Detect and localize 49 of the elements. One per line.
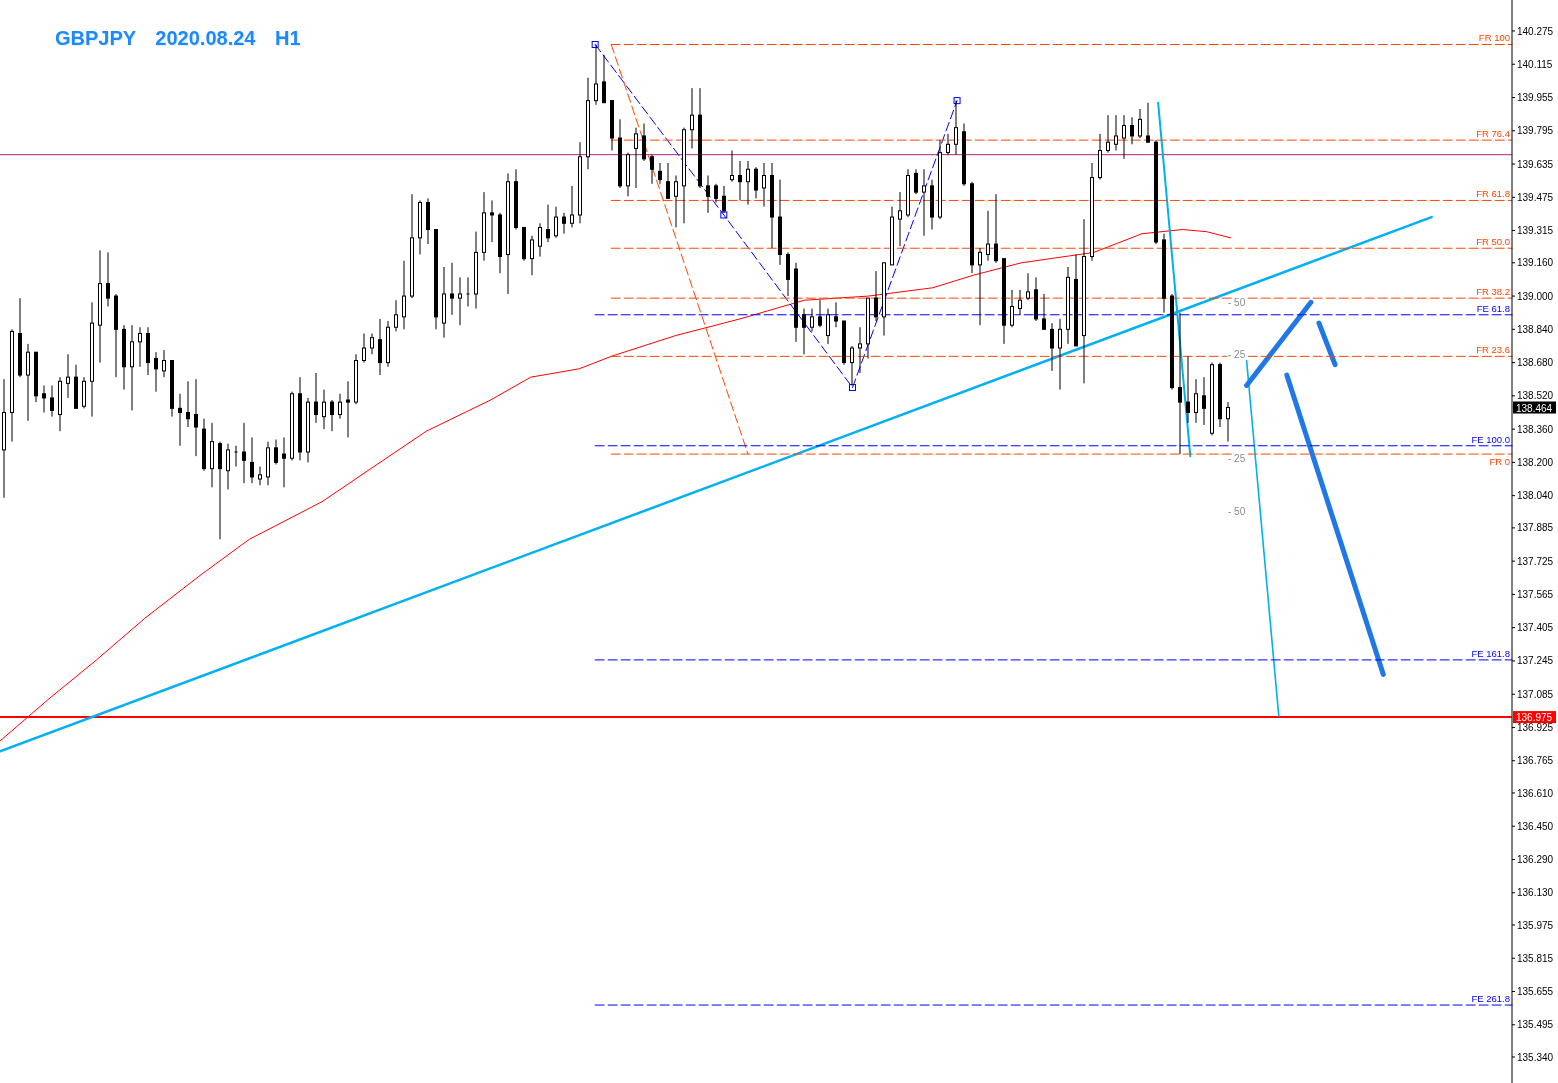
series-label: FR 50.0 xyxy=(1476,236,1510,248)
y-tick-label: 137.245 xyxy=(1517,655,1554,667)
y-tick-label: 137.885 xyxy=(1517,522,1554,534)
y-tick-label: 139.315 xyxy=(1517,225,1554,237)
annotation: - 50 xyxy=(1228,296,1246,308)
y-tick-label: 135.495 xyxy=(1517,1019,1554,1031)
y-tick-label: 138.680 xyxy=(1517,357,1554,369)
y-tick-label: 136.765 xyxy=(1517,755,1554,767)
y-tick-label: 139.955 xyxy=(1517,92,1554,104)
y-tick-label: 136.610 xyxy=(1517,787,1554,799)
series-label: FR 100 xyxy=(1478,32,1510,44)
y-tick-label: 138.840 xyxy=(1517,323,1554,335)
y-tick-label: 140.275 xyxy=(1517,25,1554,37)
y-tick-label: 135.815 xyxy=(1517,952,1554,964)
y-tick-label: 137.405 xyxy=(1517,622,1554,634)
text: GBPJPY 2020.08.24 H1 xyxy=(55,27,301,49)
series-label: FE 161.8 xyxy=(1471,647,1510,659)
y-tick-label: 136.290 xyxy=(1517,854,1554,866)
y-tick-label: 139.000 xyxy=(1517,290,1554,302)
annotation: - 50 xyxy=(1228,505,1246,517)
axis-price-tag: 136.975 xyxy=(1513,711,1556,724)
series-label: FR 0 xyxy=(1489,456,1510,468)
y-tick-label: 138.040 xyxy=(1517,490,1554,502)
y-tick-label: 139.635 xyxy=(1517,158,1554,170)
axis-price-tag: 138.464 xyxy=(1513,401,1556,414)
series-label: FR 76.4 xyxy=(1476,128,1510,140)
series-label: FE 61.8 xyxy=(1476,302,1510,314)
y-tick-label: 138.520 xyxy=(1517,390,1554,402)
annotation: - 25 xyxy=(1228,452,1246,464)
y-tick-label: 137.725 xyxy=(1517,555,1554,567)
y-tick-label: 138.200 xyxy=(1517,456,1554,468)
y-tick-label: 135.340 xyxy=(1517,1051,1554,1063)
y-tick-label: 137.565 xyxy=(1517,588,1554,600)
series-label: FE 100.0 xyxy=(1471,433,1510,445)
series-label: FE 261.8 xyxy=(1471,993,1510,1005)
series-label: FR 23.6 xyxy=(1476,344,1510,356)
series-label: FR 38.2 xyxy=(1476,286,1510,298)
y-tick-label: 135.655 xyxy=(1517,986,1554,998)
y-tick-label: 135.975 xyxy=(1517,919,1554,931)
y-tick-label: 136.925 xyxy=(1517,722,1554,734)
y-tick-label: 139.160 xyxy=(1517,257,1554,269)
y-tick-label: 140.115 xyxy=(1517,58,1553,70)
y-tick-label: 136.130 xyxy=(1517,887,1554,899)
y-tick-label: 137.085 xyxy=(1517,688,1554,700)
y-tick-label: 139.475 xyxy=(1517,191,1554,203)
y-tick-label: 138.360 xyxy=(1517,423,1554,435)
series-label: FR 61.8 xyxy=(1476,188,1510,200)
y-tick-label: 139.795 xyxy=(1517,125,1554,137)
y-tick-label: 136.450 xyxy=(1517,820,1554,832)
